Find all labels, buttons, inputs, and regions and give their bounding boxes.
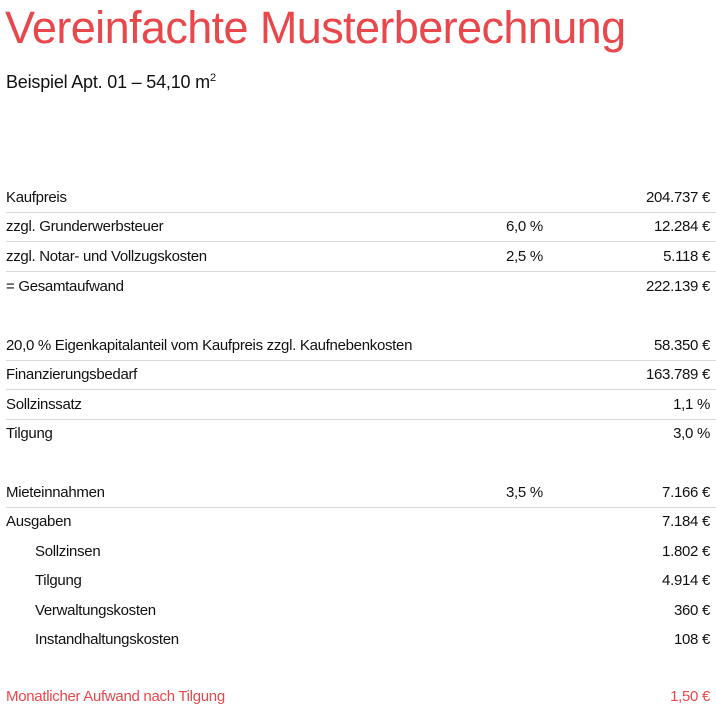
table-row: Instandhaltungskosten 108 € — [6, 631, 716, 653]
row-label: Verwaltungskosten — [35, 602, 156, 619]
row-label: Tilgung — [6, 425, 53, 442]
row-label: zzgl. Grunderwerbsteuer — [6, 218, 164, 235]
row-value: 7.184 € — [662, 513, 710, 530]
row-label: Sollzinsen — [35, 543, 101, 560]
result-value: 1,50 € — [670, 688, 710, 705]
row-value: 108 € — [673, 631, 710, 648]
row-percentage: 6,0 % — [506, 218, 543, 235]
row-label: Finanzierungsbedarf — [6, 366, 138, 383]
result-label: Monatlicher Aufwand nach Tilgung — [6, 688, 225, 705]
row-value: 7.166 € — [662, 484, 710, 501]
row-label: Ausgaben — [6, 513, 72, 530]
table-row: Kaufpreis 204.737 € — [6, 189, 716, 213]
row-value: 12.284 € — [654, 218, 710, 235]
table-row: Tilgung 3,0 % — [6, 425, 716, 447]
row-value: 1,1 % — [673, 396, 710, 413]
table-row: Finanzierungsbedarf 163.789 € — [6, 366, 716, 390]
row-value: 4.914 € — [662, 572, 710, 589]
row-value: 1.802 € — [662, 543, 710, 560]
table-row: zzgl. Grunderwerbsteuer 6,0 % 12.284 € — [6, 218, 716, 242]
table-row: Tilgung 4.914 € — [6, 572, 716, 594]
row-label: 20,0 % Eigenkapitalanteil vom Kaufpreis … — [6, 337, 413, 354]
row-value: 58.350 € — [654, 337, 710, 354]
row-value: 222.139 € — [645, 278, 710, 295]
subtitle-text: Beispiel Apt. 01 – 54,10 m — [6, 72, 210, 92]
row-label: Instandhaltungskosten — [35, 631, 179, 648]
table-row: = Gesamtaufwand 222.139 € — [6, 278, 716, 300]
row-percentage: 2,5 % — [506, 248, 543, 265]
table-row: zzgl. Notar- und Vollzugskosten 2,5 % 5.11… — [6, 248, 716, 272]
row-percentage: 3,5 % — [506, 484, 543, 501]
page-subtitle: Beispiel Apt. 01 – 54,10 m2 — [6, 72, 216, 93]
row-label: zzgl. Notar- und Vollzugskosten — [6, 248, 207, 265]
row-label: = Gesamtaufwand — [6, 278, 124, 295]
row-label: Kaufpreis — [6, 189, 67, 206]
page-title: Vereinfachte Musterberechnung — [5, 2, 626, 53]
row-value: 163.789 € — [645, 366, 710, 383]
table-row: Mieteinnahmen 3,5 % 7.166 € — [6, 484, 716, 508]
row-label: Mieteinnahmen — [6, 484, 105, 501]
row-value: 204.737 € — [645, 189, 710, 206]
table-row: Ausgaben 7.184 € — [6, 513, 716, 535]
table-row: Verwaltungskosten 360 € — [6, 602, 716, 624]
table-row: Sollzinsen 1.802 € — [6, 543, 716, 565]
row-label: Sollzinssatz — [6, 396, 82, 413]
row-value: 5.118 € — [663, 248, 710, 265]
result-row: Monatlicher Aufwand nach Tilgung 1,50 € — [6, 688, 716, 710]
row-value: 3,0 % — [673, 425, 710, 442]
table-row: Sollzinssatz 1,1 % — [6, 396, 716, 420]
table-row: 20,0 % Eigenkapitalanteil vom Kaufpreis … — [6, 337, 716, 361]
subtitle-superscript: 2 — [209, 72, 216, 84]
row-value: 360 € — [673, 602, 710, 619]
row-label: Tilgung — [35, 572, 82, 589]
